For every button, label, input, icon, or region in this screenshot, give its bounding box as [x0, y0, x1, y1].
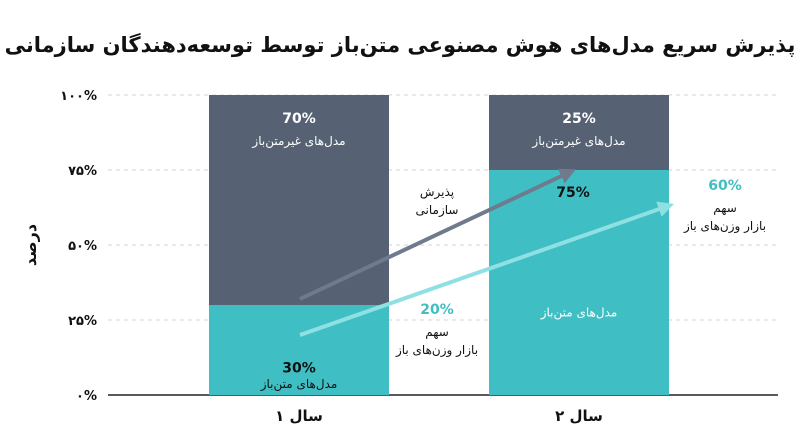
y-tick-label: ۱۰۰% — [60, 89, 97, 104]
y-tick-label: ۰% — [76, 389, 97, 404]
bar-open-source — [209, 305, 389, 395]
data-label-closed: 70% — [282, 111, 316, 127]
bar-open-source — [489, 170, 669, 395]
bar-closed-source — [489, 95, 669, 170]
market-share-annotation: 20% سهم بازار وزن‌های باز 60% سهم بازار وزن‌ه… — [395, 178, 766, 358]
market-share-year1: 20% — [420, 302, 454, 318]
data-label-open: 30% — [282, 361, 316, 377]
segment-label-open: مدل‌های متن‌باز — [260, 377, 338, 392]
segment-label-open: مدل‌های متن‌باز — [540, 305, 618, 320]
market-share-arrow — [299, 201, 675, 337]
market-share-label-year2: سهم بازار وزن‌های باز — [683, 201, 766, 234]
x-axis-categories: سال ۱ سال ۲ — [275, 407, 603, 425]
market-share-label-year1: سهم بازار وزن‌های باز — [395, 325, 478, 358]
x-category-label: سال ۲ — [555, 407, 603, 425]
y-axis-label: درصد — [21, 224, 40, 266]
adoption-annotation: پذیرش سازمانی — [416, 185, 459, 218]
adoption-arrow — [299, 168, 576, 301]
adoption-label: پذیرش سازمانی — [416, 185, 459, 218]
data-label-open: 75% — [556, 185, 590, 201]
chart-title: پذیرش سریع مدل‌های هوش مصنوعی متن‌باز تو… — [5, 32, 796, 57]
y-tick-label: ۵۰% — [68, 239, 97, 254]
data-label-closed: 25% — [562, 111, 596, 127]
market-share-year2: 60% — [708, 178, 742, 194]
segment-label-closed: مدل‌های غیرمتن‌باز — [251, 134, 345, 149]
x-category-label: سال ۱ — [275, 407, 323, 425]
segment-label-closed: مدل‌های غیرمتن‌باز — [531, 134, 625, 149]
y-tick-label: ۲۵% — [68, 314, 97, 329]
y-axis-ticks: ۰% ۲۵% ۵۰% ۷۵% ۱۰۰% — [60, 89, 97, 404]
y-tick-label: ۷۵% — [68, 164, 97, 179]
